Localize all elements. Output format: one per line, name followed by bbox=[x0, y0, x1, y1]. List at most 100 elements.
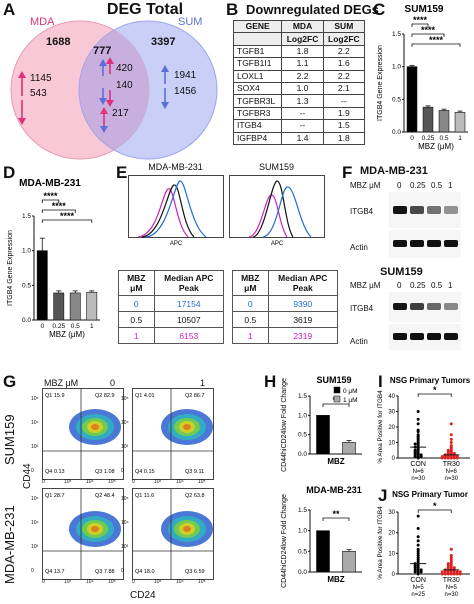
chart-title: NSG Primary Tumor bbox=[392, 490, 468, 499]
x-axis-label: MBZ (μM) bbox=[49, 330, 85, 339]
group-sublabel: n=25 bbox=[411, 592, 425, 598]
y-tick-label: 0.5 bbox=[298, 432, 307, 439]
flow-y-tick-label: 10⁴ bbox=[31, 520, 39, 526]
flow-plot: Q1 28.7 Q2 48.4 Q4 13.7 Q3 7.88 bbox=[42, 488, 124, 580]
table-row: TGFBR3L 1.3 -- bbox=[232, 94, 366, 108]
mixed-arrow-icon bbox=[100, 107, 108, 133]
bar bbox=[316, 415, 330, 455]
significance-bracket bbox=[322, 517, 350, 521]
x-tick-label: 0 bbox=[40, 323, 44, 330]
significance-bracket bbox=[411, 23, 429, 27]
data-point bbox=[449, 553, 453, 557]
flow-x-tick-label: 10⁴ bbox=[86, 479, 94, 485]
x-tick-label: 1 bbox=[458, 135, 462, 142]
data-point bbox=[416, 539, 420, 543]
venn-right-down: 1456 bbox=[174, 86, 197, 97]
y-tick-label: 1.5 bbox=[392, 31, 401, 38]
y-tick-label: 1.5 bbox=[298, 393, 307, 400]
panel-label-g: G bbox=[3, 372, 17, 391]
flow-x-tick-label: 0 bbox=[42, 479, 45, 485]
x-tick-label: 0.5 bbox=[439, 135, 448, 142]
bar bbox=[342, 551, 356, 573]
y-tick-label: 1.0 bbox=[392, 64, 401, 71]
quadrant-q2: Q2 63.8 bbox=[185, 493, 205, 499]
th-sum: SUM bbox=[322, 19, 366, 34]
f-bottom-title: SUM159 bbox=[380, 266, 423, 278]
quadrant-q3: Q3 6.59 bbox=[185, 569, 205, 575]
y-axis-label: % Area Positive for ITGB4 bbox=[377, 390, 384, 464]
quadrant-q4: Q4 18.0 bbox=[135, 569, 155, 575]
panel-label-c: C bbox=[373, 0, 386, 19]
th-gene: GENE bbox=[232, 19, 283, 34]
quadrant-q2: Q2 82.9 bbox=[95, 393, 115, 399]
bar bbox=[342, 442, 356, 455]
flow-y-tick-label: 0 bbox=[121, 568, 124, 574]
data-point bbox=[452, 566, 456, 570]
chart-h-bottom: MDA-MB-231 0.0 0.5 1.0 1.5 MBZ CD44hiCD24low F… bbox=[281, 485, 362, 588]
group-sublabel: n=30 bbox=[445, 592, 459, 598]
data-point bbox=[440, 570, 444, 574]
data-point bbox=[449, 547, 453, 551]
significance-bracket bbox=[322, 403, 350, 407]
g-xlabel: CD24 bbox=[130, 590, 156, 601]
histogram-mda: APC bbox=[128, 175, 224, 247]
significance-label: **** bbox=[60, 211, 75, 221]
y-tick-label: 0.0 bbox=[392, 129, 401, 136]
bar bbox=[422, 106, 434, 133]
significance-label: **** bbox=[413, 15, 428, 25]
data-point bbox=[419, 454, 423, 458]
quadrant-q1: Q1 4.01 bbox=[135, 393, 155, 399]
f-top-band-itgb4: ITGB4 bbox=[350, 207, 374, 216]
significance-bracket bbox=[41, 219, 93, 223]
table-row: LOXL1 2.2 2.2 bbox=[232, 69, 366, 83]
data-point bbox=[455, 570, 459, 574]
g-dose-label: MBZ μM bbox=[44, 378, 79, 388]
venn-left-down: 543 bbox=[30, 88, 47, 99]
flow-x-tick-label: 10³ bbox=[64, 579, 72, 585]
legend-swatch bbox=[333, 395, 341, 403]
data-point bbox=[449, 570, 453, 574]
e-right-title: SUM159 bbox=[258, 162, 294, 172]
x-tick-label: CON bbox=[410, 577, 426, 584]
data-point bbox=[452, 570, 456, 574]
flow-x-tick-label: 0 bbox=[132, 479, 135, 485]
data-point bbox=[455, 456, 459, 460]
flow-x-tick-label: 0 bbox=[42, 579, 45, 585]
deg-table: GENE MDA SUM Log2FC Log2FC TGFB1 1.8 2.2 TGFB… bbox=[232, 19, 366, 145]
quadrant-q1: Q1 28.7 bbox=[45, 493, 65, 499]
y-tick-label: 0 bbox=[392, 572, 396, 578]
y-tick-label: 30 bbox=[388, 510, 395, 516]
flow-y-tick-label: 0 bbox=[31, 468, 34, 474]
legend-label: 1 μM bbox=[343, 397, 358, 404]
data-point bbox=[416, 572, 420, 576]
histogram-curve-05um bbox=[141, 184, 195, 238]
venn-title: DEG Total bbox=[106, 1, 184, 18]
table-row: 1 6153 bbox=[118, 327, 225, 344]
flow-x-tick-label: 10⁴ bbox=[176, 579, 184, 585]
data-point bbox=[446, 566, 450, 570]
svg-text:APC: APC bbox=[170, 241, 183, 247]
blot-band bbox=[410, 206, 424, 214]
data-point bbox=[449, 433, 453, 437]
data-point bbox=[443, 572, 447, 576]
down-arrow-icon bbox=[99, 88, 107, 105]
y-axis-label: CD44hiCD24low Fold Change bbox=[281, 378, 288, 472]
data-point bbox=[452, 572, 456, 576]
f-top-band-actin: Actin bbox=[350, 243, 368, 252]
significance-bracket bbox=[417, 393, 452, 397]
y-tick-label: 30 bbox=[388, 410, 395, 416]
up-arrow-icon bbox=[18, 71, 26, 96]
group-sublabel: N=5 bbox=[446, 585, 458, 591]
data-point bbox=[449, 555, 453, 559]
flow-x-tick-label: 10³ bbox=[154, 479, 162, 485]
data-point bbox=[449, 441, 453, 444]
data-point bbox=[416, 410, 420, 413]
data-point bbox=[449, 572, 453, 576]
y-tick-label: 20 bbox=[388, 531, 395, 537]
quadrant-q4: Q4 0.15 bbox=[135, 469, 155, 475]
data-point bbox=[416, 566, 420, 570]
quadrant-q1: Q1 15.9 bbox=[45, 393, 65, 399]
bar bbox=[53, 292, 65, 321]
flow-x-tick-label: 10⁴ bbox=[86, 579, 94, 585]
up-arrow-icon bbox=[99, 59, 107, 76]
